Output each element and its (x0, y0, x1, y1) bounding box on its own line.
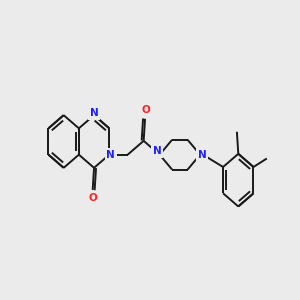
Text: N: N (198, 150, 207, 160)
Text: O: O (141, 105, 150, 115)
Text: O: O (88, 194, 97, 203)
Text: N: N (153, 146, 162, 156)
Text: N: N (90, 108, 98, 118)
Text: N: N (106, 150, 115, 160)
